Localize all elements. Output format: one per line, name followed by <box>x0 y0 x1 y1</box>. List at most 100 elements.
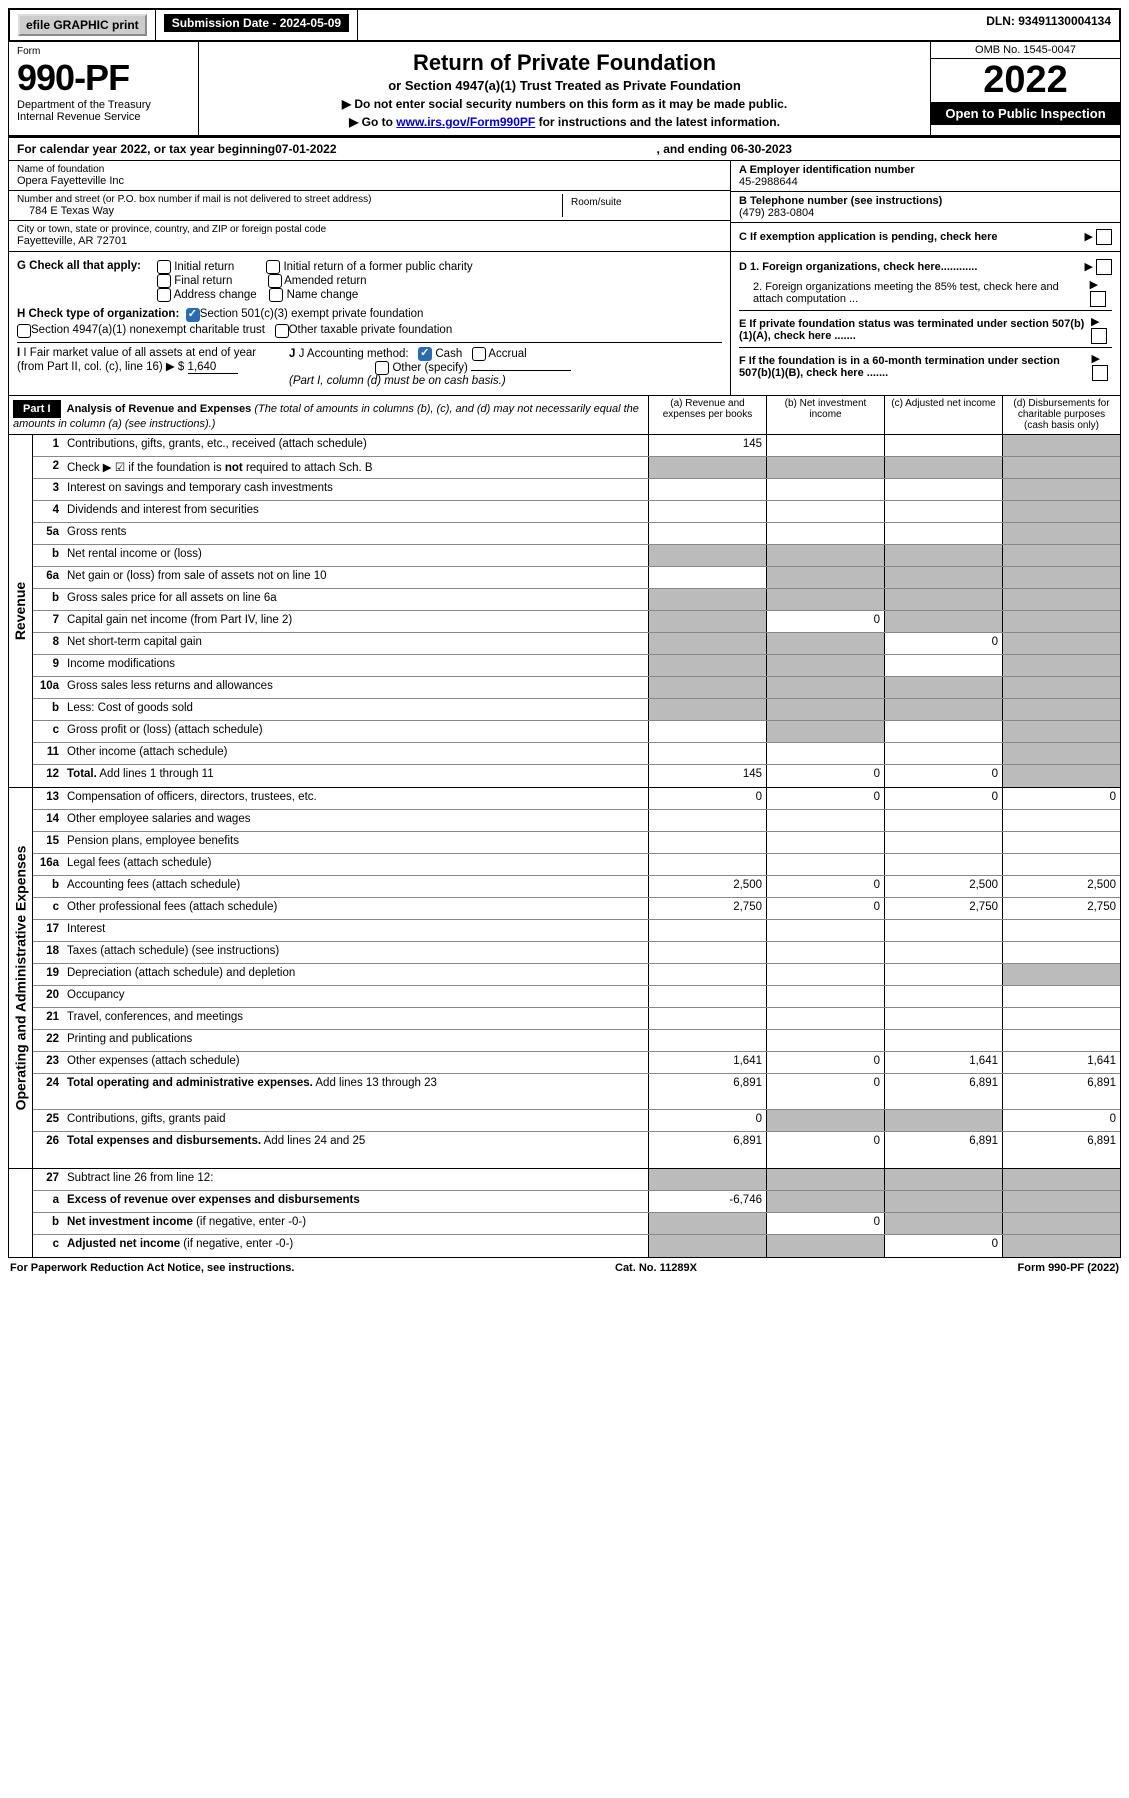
line-description: Other employee salaries and wages <box>65 810 648 831</box>
cell-col-a <box>648 942 766 963</box>
cell-col-d <box>1002 589 1120 610</box>
header-right: OMB No. 1545-0047 2022 Open to Public In… <box>930 42 1120 135</box>
ty-begin: 07-01-2022 <box>275 142 336 156</box>
entity-left: Name of foundation Opera Fayetteville In… <box>9 161 730 251</box>
j-other[interactable] <box>375 361 389 375</box>
cell-col-b <box>766 743 884 764</box>
g-final-return[interactable] <box>157 274 171 288</box>
cell-col-d: 0 <box>1002 788 1120 809</box>
cell-col-a <box>648 633 766 654</box>
e-checkbox[interactable] <box>1091 328 1107 344</box>
omb-number: OMB No. 1545-0047 <box>931 42 1120 59</box>
irs-link[interactable]: www.irs.gov/Form990PF <box>396 115 535 129</box>
section-label: Revenue <box>9 435 33 787</box>
cell-col-d <box>1002 655 1120 676</box>
cell-col-c <box>884 1008 1002 1029</box>
efile-cell: efile GRAPHIC print <box>10 10 156 40</box>
cell-col-a: 6,891 <box>648 1074 766 1109</box>
line-description: Gross sales price for all assets on line… <box>65 589 648 610</box>
cell-col-b <box>766 854 884 875</box>
cell-col-b <box>766 545 884 566</box>
cell-col-a <box>648 611 766 632</box>
table-row: 12Total. Add lines 1 through 1114500 <box>33 765 1120 787</box>
section-ghij-def: G Check all that apply: Initial return I… <box>8 252 1121 396</box>
f-checkbox[interactable] <box>1092 365 1108 381</box>
line-number: 12 <box>33 765 65 787</box>
cell-col-a <box>648 810 766 831</box>
d2-checkbox[interactable] <box>1090 291 1106 307</box>
efile-print-button[interactable]: efile GRAPHIC print <box>18 14 147 36</box>
cell-col-c <box>884 523 1002 544</box>
cell-col-c: 2,750 <box>884 898 1002 919</box>
j-accrual[interactable] <box>472 347 486 361</box>
c-checkbox[interactable] <box>1096 229 1112 245</box>
cell-col-b <box>766 457 884 478</box>
cell-col-d <box>1002 435 1120 456</box>
g-initial-return[interactable] <box>157 260 171 274</box>
line-description: Interest <box>65 920 648 941</box>
cell-col-a <box>648 677 766 698</box>
d1-checkbox[interactable] <box>1096 259 1112 275</box>
dept2: Internal Revenue Service <box>17 111 190 123</box>
table-row: 18Taxes (attach schedule) (see instructi… <box>33 942 1120 964</box>
table-row: 17Interest <box>33 920 1120 942</box>
cell-col-d <box>1002 479 1120 500</box>
line-number: 22 <box>33 1030 65 1051</box>
table-row: 8Net short-term capital gain0 <box>33 633 1120 655</box>
line-number: 26 <box>33 1132 65 1168</box>
cell-col-c <box>884 1030 1002 1051</box>
cell-col-c <box>884 743 1002 764</box>
cell-col-a <box>648 854 766 875</box>
cell-col-b: 0 <box>766 1052 884 1073</box>
line-description: Gross sales less returns and allowances <box>65 677 648 698</box>
line-description: Depreciation (attach schedule) and deple… <box>65 964 648 985</box>
header-center: Return of Private Foundation or Section … <box>199 42 930 135</box>
cell-col-a <box>648 479 766 500</box>
cell-col-b <box>766 677 884 698</box>
table-row: 4Dividends and interest from securities <box>33 501 1120 523</box>
cell-col-c <box>884 1110 1002 1131</box>
table-row: bLess: Cost of goods sold <box>33 699 1120 721</box>
line-description: Legal fees (attach schedule) <box>65 854 648 875</box>
table-section: Revenue1Contributions, gifts, grants, et… <box>8 435 1121 788</box>
cell-col-a <box>648 523 766 544</box>
j-cash[interactable] <box>418 347 432 361</box>
h-501c3[interactable] <box>186 308 200 322</box>
h-4947[interactable] <box>17 324 31 338</box>
g-addr-change[interactable] <box>157 288 171 302</box>
cell-col-c <box>884 942 1002 963</box>
line-number: c <box>33 1235 65 1257</box>
g-initial-former[interactable] <box>266 260 280 274</box>
cell-col-d <box>1002 501 1120 522</box>
cell-col-b: 0 <box>766 611 884 632</box>
cell-col-c <box>884 964 1002 985</box>
cell-col-c <box>884 699 1002 720</box>
cell-col-c <box>884 435 1002 456</box>
table-row: 13Compensation of officers, directors, t… <box>33 788 1120 810</box>
g-name-change[interactable] <box>269 288 283 302</box>
cell-col-a <box>648 545 766 566</box>
cell-col-b <box>766 1030 884 1051</box>
cell-col-a <box>648 964 766 985</box>
entity-right: A Employer identification number 45-2988… <box>730 161 1120 251</box>
street-address: 784 E Texas Way <box>17 205 562 217</box>
table-row: 14Other employee salaries and wages <box>33 810 1120 832</box>
cell-col-a: 2,750 <box>648 898 766 919</box>
cell-col-a <box>648 1008 766 1029</box>
cell-col-d <box>1002 964 1120 985</box>
table-row: 21Travel, conferences, and meetings <box>33 1008 1120 1030</box>
line-description: Total operating and administrative expen… <box>65 1074 648 1109</box>
cell-col-d <box>1002 677 1120 698</box>
cell-col-d <box>1002 633 1120 654</box>
cell-col-a <box>648 986 766 1007</box>
entity-info: Name of foundation Opera Fayetteville In… <box>8 161 1121 252</box>
cell-col-d <box>1002 721 1120 742</box>
line-description: Occupancy <box>65 986 648 1007</box>
cell-col-a <box>648 699 766 720</box>
line-description: Accounting fees (attach schedule) <box>65 876 648 897</box>
submission-date: Submission Date - 2024-05-09 <box>164 14 349 32</box>
h-other-taxable[interactable] <box>275 324 289 338</box>
cell-col-d <box>1002 832 1120 853</box>
cell-col-d <box>1002 854 1120 875</box>
g-amended[interactable] <box>268 274 282 288</box>
